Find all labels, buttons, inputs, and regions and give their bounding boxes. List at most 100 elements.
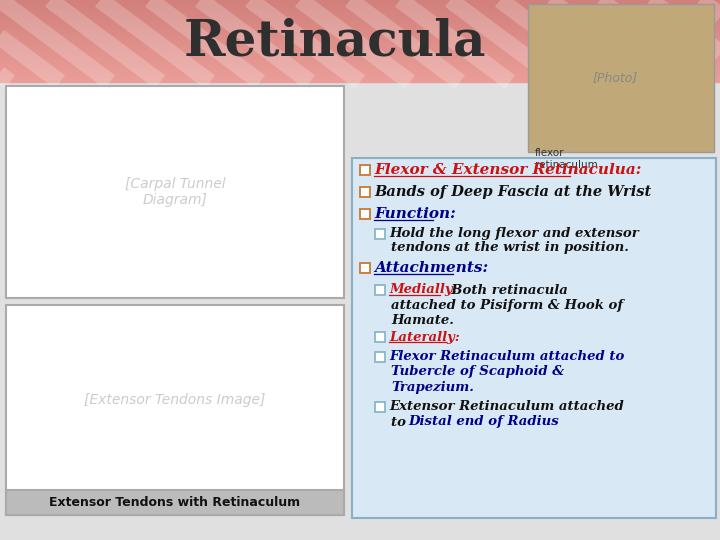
Bar	[0, 11, 720, 12]
Text: Extensor Retinaculum attached: Extensor Retinaculum attached	[389, 401, 624, 414]
Bar	[375, 402, 385, 412]
Bar	[0, 2, 720, 3]
Bar	[0, 26, 720, 27]
Bar	[0, 42, 720, 43]
Bar	[0, 19, 720, 20]
Bar	[0, 81, 720, 82]
Text: Medially:: Medially:	[389, 284, 457, 296]
Bar	[0, 56, 720, 57]
Bar	[0, 79, 720, 80]
Text: tendons at the wrist in position.: tendons at the wrist in position.	[391, 241, 629, 254]
Bar	[0, 38, 720, 39]
Text: flexor
retinaculum: flexor retinaculum	[535, 148, 598, 170]
Bar	[0, 62, 720, 63]
Bar	[375, 229, 385, 239]
Bar	[0, 48, 720, 49]
Bar	[0, 3, 720, 4]
Bar	[0, 1, 720, 2]
Bar	[375, 352, 385, 362]
Bar	[0, 9, 720, 10]
Bar	[0, 78, 720, 79]
Text: attached to Pisiform & Hook of: attached to Pisiform & Hook of	[391, 299, 623, 312]
Bar	[0, 67, 720, 68]
Bar	[0, 72, 720, 73]
Bar	[528, 4, 714, 152]
Bar	[360, 209, 370, 219]
Bar	[0, 61, 720, 62]
Bar	[0, 37, 720, 38]
Text: Flexor & Extensor Retinaculua:: Flexor & Extensor Retinaculua:	[374, 163, 642, 177]
Bar	[0, 59, 720, 60]
Bar	[0, 32, 720, 33]
Text: Both retinacula: Both retinacula	[442, 284, 568, 296]
Bar	[0, 29, 720, 30]
Bar	[0, 47, 720, 48]
Bar	[0, 77, 720, 78]
Bar	[0, 45, 720, 46]
Bar	[0, 64, 720, 65]
Bar	[0, 18, 720, 19]
Bar	[0, 7, 720, 8]
Bar	[0, 66, 720, 67]
Bar	[0, 43, 720, 44]
Text: Tubercle of Scaphoid &: Tubercle of Scaphoid &	[391, 366, 564, 379]
Bar	[0, 36, 720, 37]
Bar	[0, 69, 720, 70]
Bar	[0, 49, 720, 50]
Bar	[0, 23, 720, 24]
Bar	[0, 55, 720, 56]
Bar	[0, 17, 720, 18]
Text: Attachments:: Attachments:	[374, 261, 488, 275]
Text: [Carpal Tunnel
Diagram]: [Carpal Tunnel Diagram]	[125, 177, 225, 207]
Text: Extensor Tendons with Retinaculum: Extensor Tendons with Retinaculum	[50, 496, 300, 510]
Bar	[0, 40, 720, 41]
Bar	[0, 27, 720, 28]
Bar	[0, 60, 720, 61]
Bar	[0, 6, 720, 7]
Bar	[0, 44, 720, 45]
Text: Hold the long flexor and extensor: Hold the long flexor and extensor	[389, 227, 639, 240]
Bar	[0, 15, 720, 16]
Text: Flexor Retinaculum attached to: Flexor Retinaculum attached to	[389, 350, 624, 363]
Bar	[360, 263, 370, 273]
Bar	[0, 75, 720, 76]
Text: Bands of Deep Fascia at the Wrist: Bands of Deep Fascia at the Wrist	[374, 185, 652, 199]
Bar	[0, 31, 720, 32]
Bar	[6, 490, 344, 515]
Bar	[6, 86, 344, 298]
Text: Laterally:: Laterally:	[389, 330, 460, 343]
Text: to: to	[391, 415, 410, 429]
Bar	[6, 305, 344, 515]
Bar	[0, 8, 720, 9]
Bar	[0, 58, 720, 59]
Bar	[0, 5, 720, 6]
Text: [Photo]: [Photo]	[593, 71, 638, 84]
Bar	[0, 46, 720, 47]
Text: Distal end of Radius: Distal end of Radius	[409, 415, 559, 429]
Bar	[0, 65, 720, 66]
Bar	[0, 22, 720, 23]
Text: Trapezium.: Trapezium.	[391, 381, 474, 394]
Text: Retinacula: Retinacula	[184, 17, 486, 66]
Bar	[0, 71, 720, 72]
Bar	[0, 80, 720, 81]
Bar	[0, 28, 720, 29]
Bar	[0, 39, 720, 40]
Bar	[0, 68, 720, 69]
Bar	[0, 73, 720, 74]
Bar	[0, 25, 720, 26]
Bar	[0, 13, 720, 14]
Bar	[0, 54, 720, 55]
Bar	[0, 51, 720, 52]
Bar	[0, 70, 720, 71]
Bar	[0, 14, 720, 15]
Bar	[0, 53, 720, 54]
Bar	[375, 332, 385, 342]
Bar	[0, 30, 720, 31]
Bar	[0, 35, 720, 36]
Bar	[0, 41, 720, 42]
Bar	[0, 21, 720, 22]
Bar	[0, 52, 720, 53]
Text: [Extensor Tendons Image]: [Extensor Tendons Image]	[84, 393, 266, 407]
Bar	[0, 4, 720, 5]
